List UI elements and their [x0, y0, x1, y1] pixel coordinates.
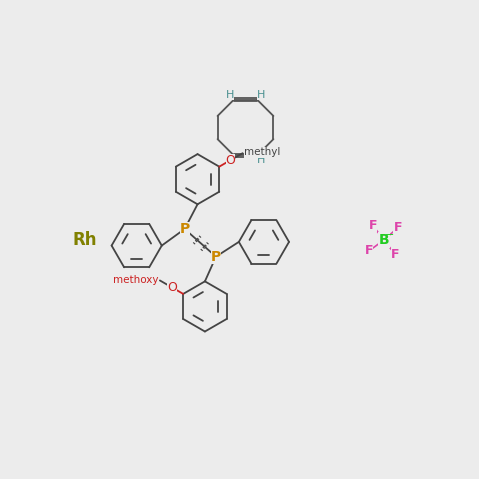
Text: F: F	[368, 219, 377, 232]
Text: H: H	[226, 155, 234, 165]
Text: F: F	[391, 248, 399, 261]
Text: F: F	[393, 221, 402, 234]
Text: H: H	[257, 155, 265, 165]
Text: −: −	[385, 230, 394, 240]
Text: methoxy: methoxy	[113, 275, 158, 285]
Text: P: P	[211, 250, 221, 263]
Text: B: B	[378, 233, 389, 247]
Text: methyl: methyl	[244, 148, 281, 158]
Text: O: O	[226, 154, 235, 167]
Text: H: H	[226, 90, 234, 100]
Text: Rh: Rh	[73, 231, 97, 249]
Text: O: O	[167, 281, 177, 294]
Text: H: H	[257, 90, 265, 100]
Text: P: P	[180, 222, 190, 236]
Text: F: F	[365, 244, 373, 257]
